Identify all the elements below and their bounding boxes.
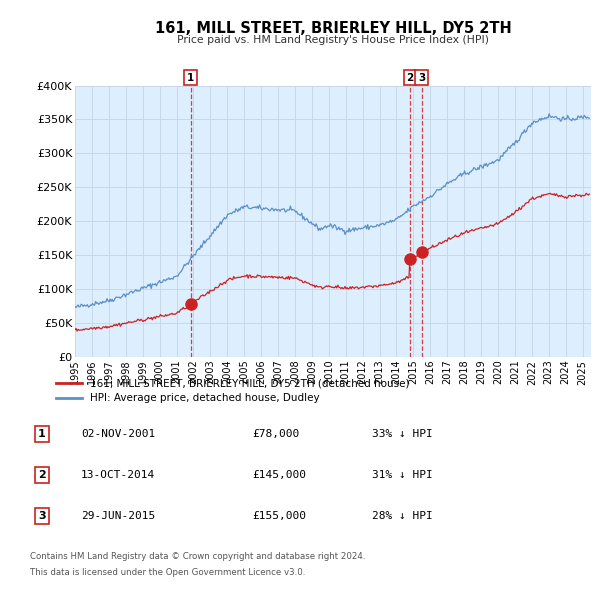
- Text: 28% ↓ HPI: 28% ↓ HPI: [372, 512, 433, 521]
- Text: 33% ↓ HPI: 33% ↓ HPI: [372, 429, 433, 438]
- Text: 3: 3: [418, 73, 425, 83]
- Text: 161, MILL STREET, BRIERLEY HILL, DY5 2TH: 161, MILL STREET, BRIERLEY HILL, DY5 2TH: [155, 21, 511, 35]
- Text: Price paid vs. HM Land Registry's House Price Index (HPI): Price paid vs. HM Land Registry's House …: [177, 35, 489, 45]
- Text: 29-JUN-2015: 29-JUN-2015: [81, 512, 155, 521]
- Legend: 161, MILL STREET, BRIERLEY HILL, DY5 2TH (detached house), HPI: Average price, d: 161, MILL STREET, BRIERLEY HILL, DY5 2TH…: [52, 374, 414, 408]
- Text: £145,000: £145,000: [252, 470, 306, 480]
- Text: Contains HM Land Registry data © Crown copyright and database right 2024.: Contains HM Land Registry data © Crown c…: [30, 552, 365, 561]
- Text: 1: 1: [38, 429, 46, 438]
- Text: 3: 3: [38, 512, 46, 521]
- Text: This data is licensed under the Open Government Licence v3.0.: This data is licensed under the Open Gov…: [30, 568, 305, 577]
- Text: 02-NOV-2001: 02-NOV-2001: [81, 429, 155, 438]
- Text: 2: 2: [38, 470, 46, 480]
- Text: 13-OCT-2014: 13-OCT-2014: [81, 470, 155, 480]
- Text: 31% ↓ HPI: 31% ↓ HPI: [372, 470, 433, 480]
- Text: £155,000: £155,000: [252, 512, 306, 521]
- Text: 2: 2: [406, 73, 413, 83]
- Text: £78,000: £78,000: [252, 429, 299, 438]
- Text: 1: 1: [187, 73, 194, 83]
